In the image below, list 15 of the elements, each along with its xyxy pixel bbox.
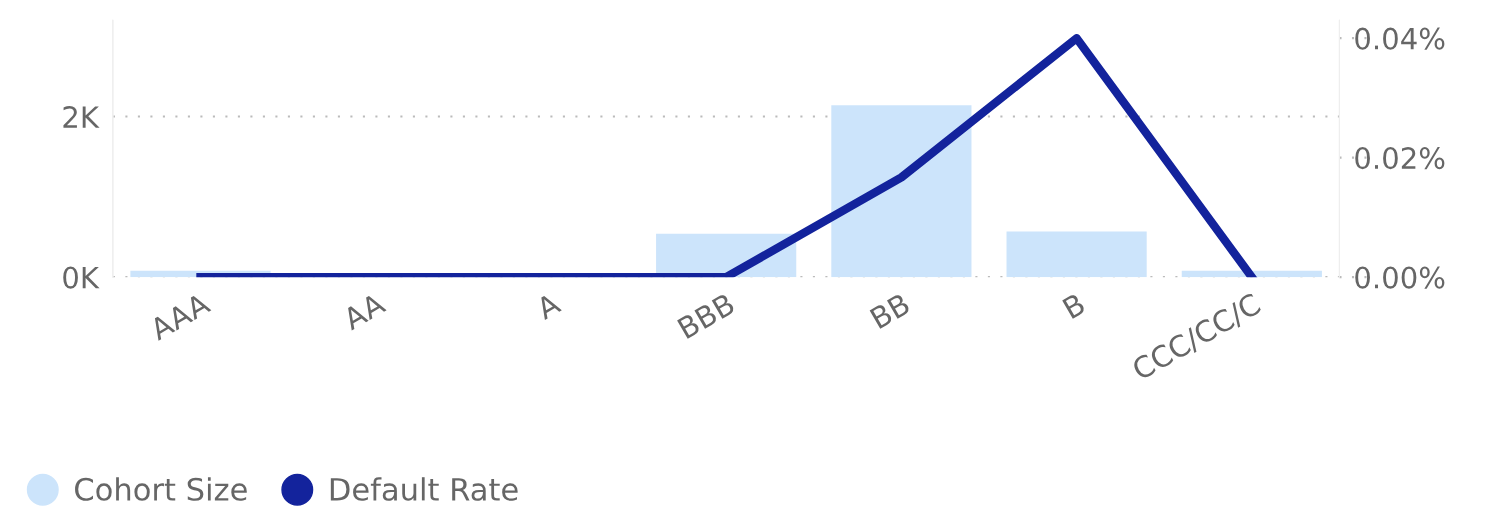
x-tick-label: BBB [677,292,736,339]
x-tick-label: BB [869,292,911,329]
legend-label: Default Rate [330,477,518,501]
x-tick-label: A [534,291,562,321]
y-tick-label: 2K [63,106,100,128]
y2-tick-label: 0.02% [1355,147,1445,170]
y2-tick-label: 0.00% [1355,266,1445,289]
bar [831,105,972,278]
y2-tick-label: 0.04% [1355,27,1445,50]
x-tick-label: AAA [147,291,212,341]
x-tick-label: B [1062,292,1086,319]
bar [1006,231,1147,278]
y-tick-label: 0K [63,266,100,289]
legend-label: Cohort Size [75,477,247,501]
x-tick-label: AA [341,291,387,331]
